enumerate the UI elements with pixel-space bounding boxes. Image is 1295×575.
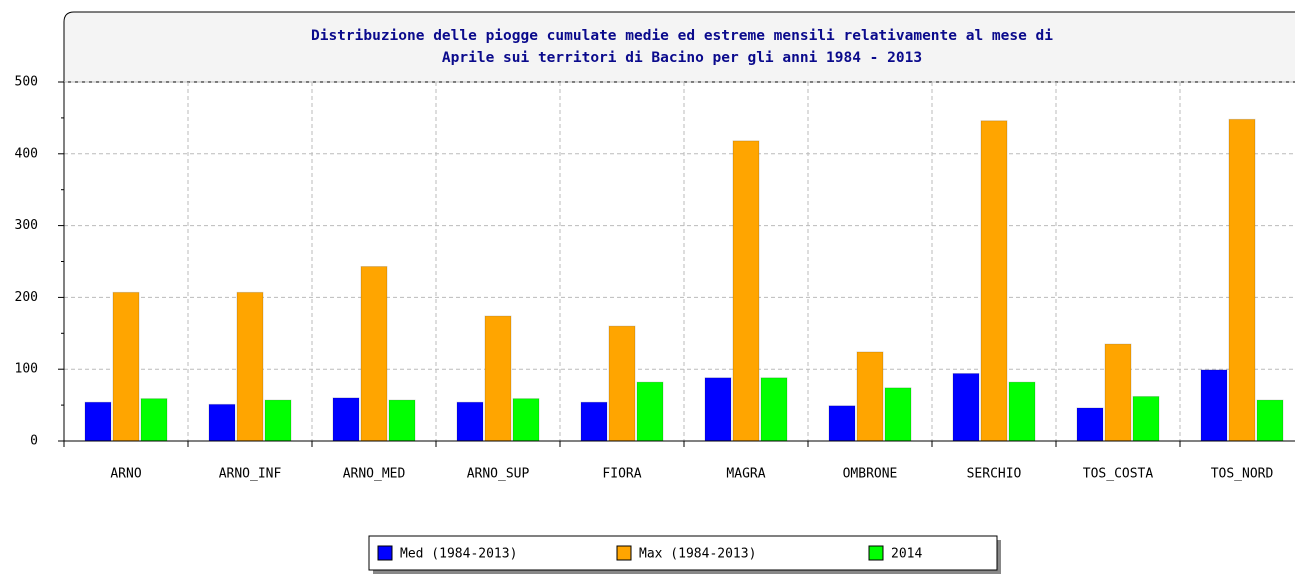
y-tick-label: 500 xyxy=(15,75,38,90)
bar xyxy=(760,377,788,442)
legend-swatch xyxy=(616,545,632,561)
bar xyxy=(1132,395,1160,442)
bar xyxy=(264,399,292,442)
chart-title: Distribuzione delle piogge cumulate medi… xyxy=(311,28,1053,44)
x-tick-label: ARNO_INF xyxy=(219,467,282,482)
x-tick-label: FIORA xyxy=(602,467,641,482)
bar xyxy=(208,403,236,442)
bar xyxy=(236,291,264,442)
bar xyxy=(84,401,112,442)
bar xyxy=(980,120,1008,442)
bar xyxy=(952,373,980,442)
x-tick-label: SERCHIO xyxy=(967,467,1022,482)
bar xyxy=(580,401,608,442)
bar xyxy=(360,266,388,442)
x-tick-label: ARNO xyxy=(110,467,141,482)
x-tick-label: ARNO_SUP xyxy=(467,467,530,482)
bar xyxy=(732,140,760,442)
bar xyxy=(1200,369,1228,442)
x-tick-label: ARNO_MED xyxy=(343,467,406,482)
legend-label: 2014 xyxy=(891,547,922,562)
bar xyxy=(1228,118,1256,442)
bar xyxy=(828,405,856,442)
bar xyxy=(140,398,168,442)
title-box xyxy=(63,11,1295,83)
x-tick-label: MAGRA xyxy=(726,467,765,482)
bar xyxy=(484,315,512,442)
bar xyxy=(704,377,732,442)
legend-label: Med (1984-2013) xyxy=(400,547,517,562)
bar xyxy=(884,387,912,442)
bar xyxy=(636,381,664,442)
bar xyxy=(512,398,540,442)
bar xyxy=(332,397,360,442)
bar xyxy=(1104,343,1132,442)
y-tick-label: 400 xyxy=(15,146,38,161)
x-tick-label: TOS_NORD xyxy=(1211,467,1274,482)
bar xyxy=(456,401,484,442)
legend-swatch xyxy=(377,545,393,561)
y-tick-label: 200 xyxy=(15,290,38,305)
bar xyxy=(112,291,140,442)
y-tick-label: 100 xyxy=(15,362,38,377)
x-tick-label: OMBRONE xyxy=(843,467,898,482)
y-tick-label: 0 xyxy=(30,434,38,449)
x-tick-label: TOS_COSTA xyxy=(1083,467,1154,482)
bar xyxy=(1256,399,1284,442)
legend-swatch xyxy=(868,545,884,561)
bar xyxy=(1076,407,1104,442)
y-tick-label: 300 xyxy=(15,218,38,233)
legend xyxy=(368,535,998,571)
chart-title: Aprile sui territori di Bacino per gli a… xyxy=(442,50,922,66)
bar xyxy=(608,325,636,442)
bar xyxy=(388,399,416,442)
bar xyxy=(856,351,884,442)
legend-label: Max (1984-2013) xyxy=(639,547,756,562)
bar xyxy=(1008,381,1036,442)
